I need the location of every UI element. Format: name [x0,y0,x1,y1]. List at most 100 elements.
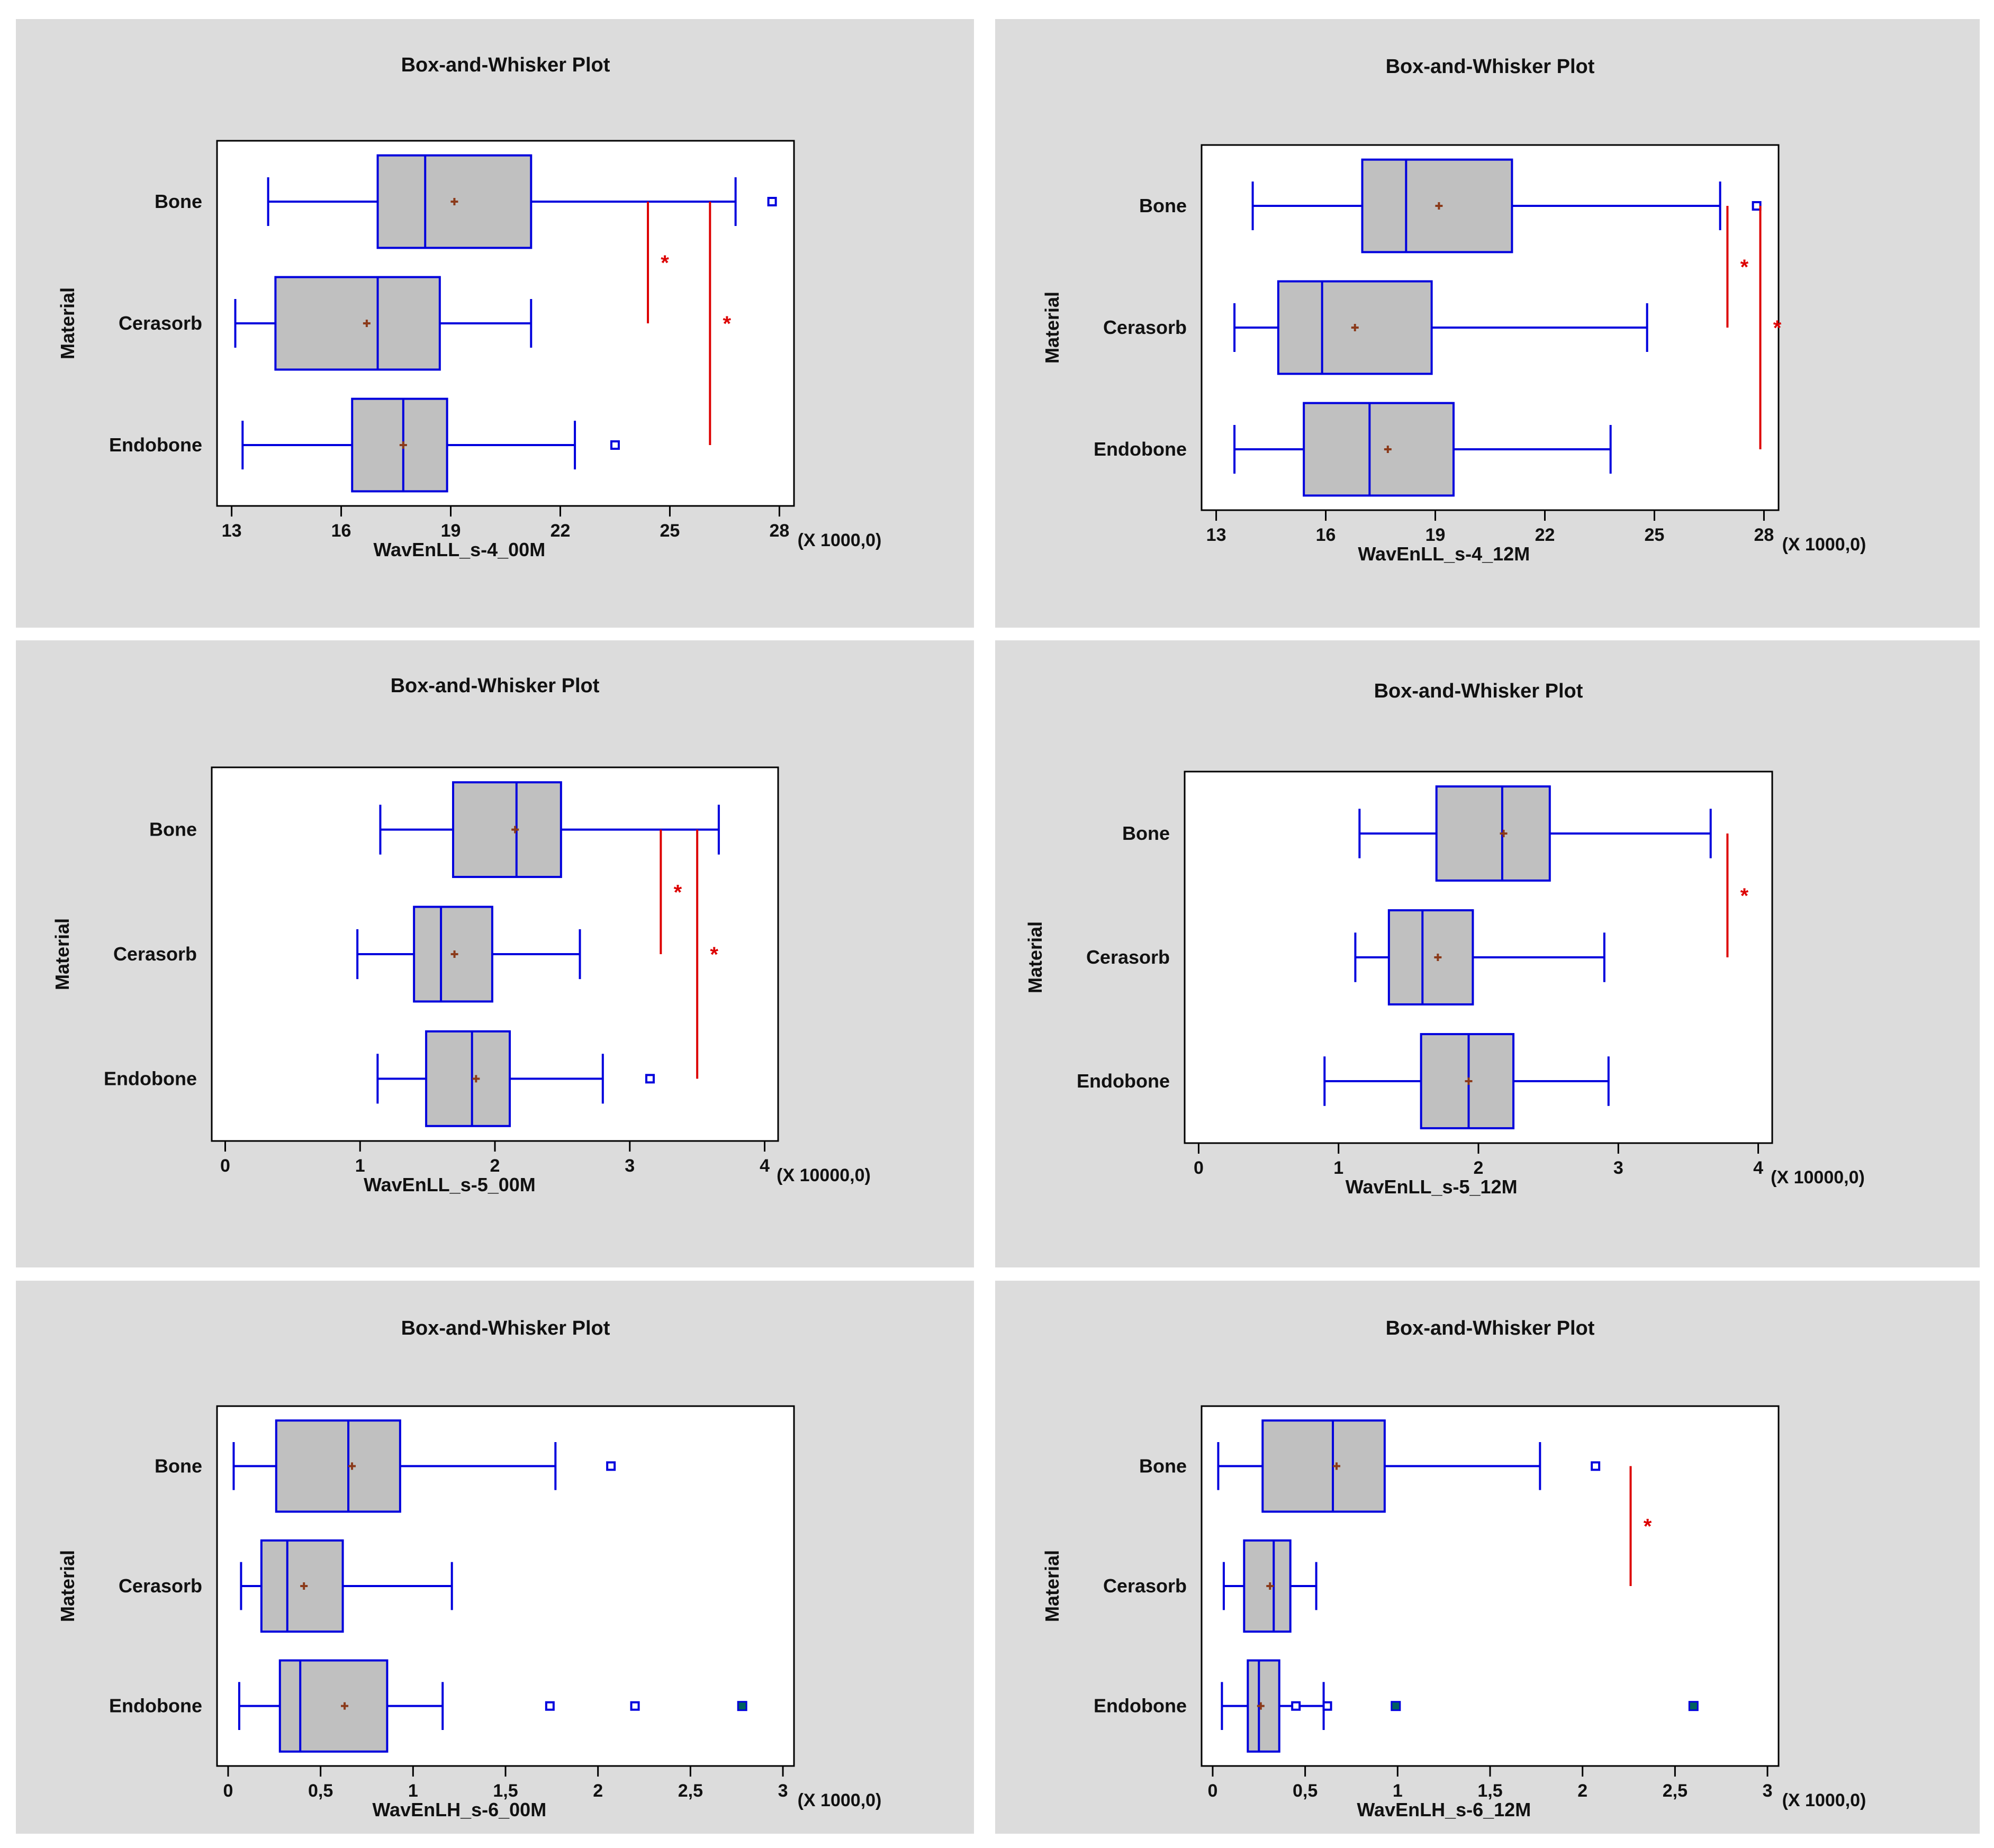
mean-marker [348,1462,356,1470]
x-tick-label: 1 [1333,1158,1343,1178]
x-tick-label: 2 [1577,1781,1587,1801]
category-label: Cerasorb [119,1575,202,1597]
outlier-point [1291,1701,1301,1711]
box-cerasorb: Cerasorb [1103,280,1648,375]
mean-marker [399,441,407,449]
significance-star: * [723,312,732,336]
category-label: Bone [149,819,197,840]
iqr-box [1435,785,1551,882]
category-label: Cerasorb [119,312,202,334]
mean-marker [1465,1077,1473,1085]
mean-marker [300,1582,308,1590]
box-plot-svg: Box-and-Whisker Plot Material 0 1 2 3 4 WavEnLL… [51,675,871,1195]
chart-title: Box-and-Whisker Plot [1386,1317,1595,1339]
x-scale-label: (X 1000,0) [798,1790,882,1810]
chart-title: Box-and-Whisker Plot [1374,680,1583,702]
significance-star: * [1644,1515,1652,1538]
x-tick-label: 3 [1613,1158,1623,1178]
mean-marker [363,320,371,327]
y-axis-label: Material [51,918,73,990]
box-cerasorb: Cerasorb [1103,1539,1318,1633]
x-tick-label: 28 [1754,525,1774,545]
category-label: Cerasorb [1103,1575,1187,1597]
x-tick-label: 0 [1194,1158,1204,1178]
x-axis-label: WavEnLL_s-5_12M [1346,1176,1518,1198]
x-axis-label: WavEnLH_s-6_00M [372,1799,546,1820]
x-tick-label: 16 [331,521,351,541]
box-endobone: Endobone [109,397,620,493]
mean-marker [341,1702,349,1710]
category-label: Endobone [1094,438,1187,460]
significance-star: * [710,943,718,966]
category-label: Cerasorb [1103,316,1187,338]
x-tick-label: 0 [223,1781,233,1801]
x-tick-label: 19 [1425,525,1446,545]
mean-marker [1500,830,1508,837]
iqr-box [275,1419,401,1513]
category-label: Bone [1122,822,1170,844]
category-label: Bone [155,1455,202,1476]
x-tick-label: 3 [625,1156,635,1176]
x-tick-label: 25 [660,521,680,541]
mean-marker [450,950,458,958]
box-cerasorb: Cerasorb [119,276,533,371]
box-endobone: Endobone [1094,402,1612,497]
box-bone: Bone [1139,158,1762,253]
x-tick-label: 3 [1763,1781,1773,1801]
outlier-point [545,1701,555,1711]
significance-star: * [661,251,669,275]
chart-panel: Box-and-Whisker Plot Material 0 1 2 3 4 WavEnLL… [16,640,974,1267]
mean-marker [1384,446,1392,453]
box-bone: Bone [155,1419,616,1513]
significance-star: * [1773,316,1782,340]
category-label: Bone [1139,1455,1187,1476]
box-cerasorb: Cerasorb [119,1539,453,1633]
x-tick-label: 25 [1645,525,1665,545]
x-axis-label: WavEnLL_s-4_00M [373,539,545,560]
x-tick-label: 2 [593,1781,603,1801]
x-tick-label: 1 [1393,1781,1403,1801]
x-scale-label: (X 1000,0) [1782,1790,1866,1810]
category-label: Cerasorb [113,943,197,965]
chart-title: Box-and-Whisker Plot [401,54,610,76]
box-endobone: Endobone [104,1030,655,1127]
y-axis-label: Material [1041,292,1063,364]
iqr-box [452,781,562,878]
x-tick-label: 0,5 [1293,1781,1318,1801]
box-cerasorb: Cerasorb [1086,909,1605,1005]
box-bone: Bone [155,154,777,249]
x-tick-label: 2 [1474,1158,1484,1178]
x-tick-label: 1 [408,1781,418,1801]
outlier-point [645,1074,655,1084]
x-tick-label: 4 [760,1156,770,1176]
iqr-box [425,1030,511,1127]
box-bone: Bone [149,781,720,878]
far-outlier-point [737,1701,747,1711]
iqr-box [274,276,441,371]
x-tick-label: 0,5 [308,1781,333,1801]
x-tick-label: 1,5 [493,1781,518,1801]
y-axis-label: Material [57,287,78,359]
x-scale-label: (X 1000,0) [798,530,882,550]
x-tick-label: 16 [1316,525,1336,545]
far-outlier-point [1688,1701,1699,1711]
category-label: Endobone [109,434,202,456]
outlier-point [606,1461,616,1471]
iqr-box [278,1659,389,1753]
y-axis-label: Material [1024,921,1046,993]
outlier-point [1591,1461,1601,1471]
box-cerasorb: Cerasorb [113,905,581,1003]
iqr-box [1387,909,1474,1005]
box-plot-svg: Box-and-Whisker Plot Material 0 1 2 3 4 WavEnLL… [1024,680,1865,1198]
outlier-point [610,440,620,450]
outlier-point [630,1701,640,1711]
significance-star: * [674,881,682,904]
x-tick-label: 1,5 [1477,1781,1502,1801]
mean-marker [1435,202,1443,210]
chart-title: Box-and-Whisker Plot [401,1317,610,1339]
chart-panel: Box-and-Whisker Plot Material 13 16 19 22 25 28… [995,19,1980,628]
chart-panel: Box-and-Whisker Plot Material 0 0,5 1 1,5 2 2,5… [995,1281,1980,1834]
outlier-point [1322,1701,1332,1711]
category-label: Endobone [1077,1070,1170,1092]
